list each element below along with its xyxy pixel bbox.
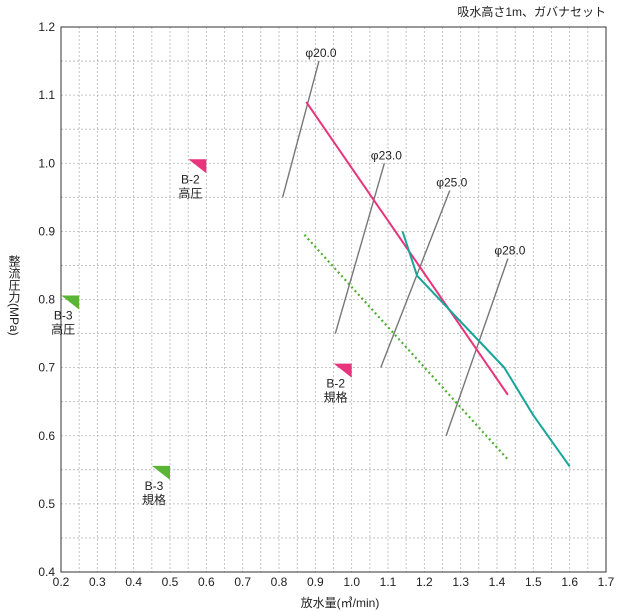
marker-sublabel: 高圧 <box>178 185 202 200</box>
x-tick-label: 0.2 <box>53 575 70 589</box>
x-tick-label: 0.7 <box>234 575 251 589</box>
series-lines <box>303 101 571 467</box>
y-tick-label: 1.2 <box>38 20 55 34</box>
marker-flag <box>188 159 207 174</box>
nozzle-label: φ20.0 <box>305 46 336 60</box>
plot-frame <box>60 26 607 573</box>
y-tick-label: 0.6 <box>38 429 55 443</box>
y-tick-label: 0.8 <box>38 293 55 307</box>
x-tick-label: 0.9 <box>307 575 324 589</box>
nozzle-line <box>380 190 451 368</box>
chart-subtitle: 吸水高さ1m、ガバナセット <box>457 4 606 19</box>
marker-sublabel: 高圧 <box>51 322 75 337</box>
x-tick-label: 1.4 <box>489 575 506 589</box>
x-tick-labels: 0.2 0.3 0.4 0.5 0.6 0.7 0.8 0.9 1.0 1.1 1.2 1.3 1.4 1… <box>53 575 615 589</box>
y-tick-label: 1.0 <box>38 156 55 170</box>
y-tick-label: 0.4 <box>38 565 55 579</box>
marker-flag <box>333 363 352 378</box>
nozzle-label: φ25.0 <box>436 176 467 190</box>
x-tick-label: 1.5 <box>525 575 542 589</box>
x-tick-label: 1.2 <box>416 575 433 589</box>
marker-label: B-3 <box>145 479 164 493</box>
x-tick-label: 1.0 <box>343 575 360 589</box>
x-tick-label: 1.3 <box>452 575 469 589</box>
marker-label: B-2 <box>326 377 345 391</box>
nozzle-line <box>445 258 509 436</box>
marker-flag <box>152 465 170 480</box>
marker-sublabel: 規格 <box>142 492 166 507</box>
x-tick-label: 0.5 <box>162 575 179 589</box>
x-tick-label: 0.3 <box>89 575 106 589</box>
series-line <box>303 234 509 461</box>
x-tick-label: 1.1 <box>380 575 397 589</box>
nozzle-label: φ23.0 <box>371 148 402 162</box>
grid <box>60 26 607 573</box>
y-tick-labels: 0.4 0.5 0.6 0.7 0.8 0.9 1.0 1.1 1.2 <box>38 20 55 579</box>
x-tick-label: 1.6 <box>561 575 578 589</box>
nozzle-lines: φ20.0 φ23.0 φ25.0 φ28.0 <box>281 46 526 436</box>
marker-flag <box>61 295 80 310</box>
y-tick-label: 0.9 <box>38 224 55 238</box>
x-tick-label: 1.7 <box>598 575 615 589</box>
x-tick-label: 0.8 <box>271 575 288 589</box>
x-tick-label: 0.6 <box>198 575 215 589</box>
marker-label: B-2 <box>181 172 200 186</box>
x-axis-label: 放水量(㎥/min) <box>301 595 380 610</box>
y-tick-label: 1.1 <box>38 88 55 102</box>
nozzle-label: φ28.0 <box>494 244 525 258</box>
y-tick-label: 0.7 <box>38 361 55 375</box>
marker-label: B-3 <box>54 309 73 323</box>
series-line <box>401 231 571 467</box>
x-tick-label: 0.4 <box>125 575 142 589</box>
y-axis-label: 整流圧力(MPa) <box>7 254 21 336</box>
nozzle-line <box>334 163 386 334</box>
y-tick-label: 0.5 <box>38 497 55 511</box>
marker-sublabel: 規格 <box>324 390 348 405</box>
nozzle-line <box>281 60 320 198</box>
